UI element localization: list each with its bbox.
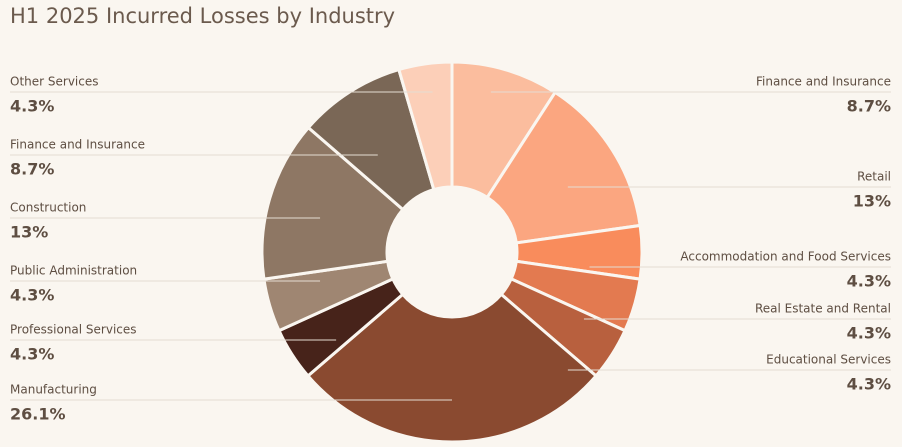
slice-label: Public Administration: [10, 264, 137, 278]
value-label: 8.7%: [10, 160, 54, 179]
slice-label: Manufacturing: [10, 383, 97, 397]
slice-label: Educational Services: [766, 353, 891, 367]
value-label: 4.3%: [847, 324, 891, 343]
slice: [396, 60, 454, 192]
slice-label: Other Services: [10, 75, 99, 89]
slice: [260, 125, 405, 281]
chart-title: H1 2025 Incurred Losses by Industry: [10, 4, 395, 28]
value-label: 26.1%: [10, 405, 66, 424]
value-label: 8.7%: [847, 97, 891, 116]
value-label: 4.3%: [847, 272, 891, 291]
value-label: 4.3%: [10, 97, 54, 116]
value-label: 13%: [853, 192, 891, 211]
slice-label: Finance and Insurance: [756, 75, 891, 89]
slice: [485, 90, 642, 245]
value-label: 4.3%: [10, 286, 54, 305]
slice-label: Professional Services: [10, 323, 137, 337]
slice-label: Construction: [10, 201, 86, 215]
value-label: 4.3%: [10, 345, 54, 364]
slice-label: Retail: [857, 170, 891, 184]
slice: [305, 292, 599, 444]
slice-label: Accommodation and Food Services: [680, 250, 891, 264]
slice-label: Finance and Insurance: [10, 138, 145, 152]
slice-label: Real Estate and Rental: [755, 302, 891, 316]
value-label: 4.3%: [847, 375, 891, 394]
value-label: 13%: [10, 223, 48, 242]
